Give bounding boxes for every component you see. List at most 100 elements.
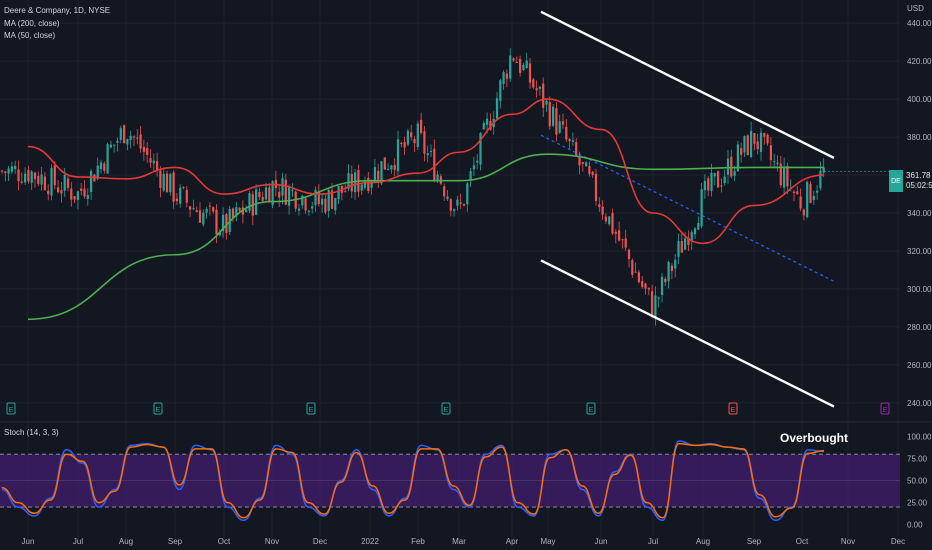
earnings-icon: E [156,407,161,414]
earnings-icon [441,402,451,415]
ma200-line [27,153,824,321]
candle-body [453,209,456,211]
candle-body [601,206,604,215]
candle-body [301,195,304,206]
candle-body [479,133,482,165]
time-tick-label: Aug [696,537,710,546]
time-tick-label: May [540,537,555,546]
candle-body [377,170,380,180]
candle-body [175,198,178,202]
candle-body [96,165,99,179]
candle-body [690,232,693,242]
stoch-legend[interactable]: Stoch (14, 3, 3) [4,428,59,437]
price-tick-label: 300.00 [907,285,932,294]
candle-body [24,173,27,183]
candle-body [169,173,172,193]
candle-body [231,208,235,219]
candle-body [73,196,76,200]
symbol-legend[interactable]: Deere & Company, 1D, NYSE [4,6,111,15]
candle-body [773,161,776,163]
candle-body [63,174,66,191]
candle-body [750,130,753,157]
candle-body [680,241,683,253]
candle-body [268,187,271,203]
candle-body [786,166,789,187]
candle-body [466,183,469,205]
candle-body [469,171,472,181]
candle-body [109,144,112,148]
ma50-legend[interactable]: MA (50, close) [4,31,56,40]
candle-body [373,167,376,183]
candle-body [654,295,657,318]
candle-body [195,210,198,213]
channel-lines [540,10,835,408]
candle-body [720,185,723,187]
candle-body [47,190,50,195]
candle-body [363,181,367,188]
price-tick-label: 400.00 [907,95,932,104]
time-tick-label: Feb [411,537,425,546]
earnings-icon [153,402,163,415]
candle-body [552,106,555,126]
candle-body [740,148,743,155]
candle-body [222,214,225,232]
candle-body [327,190,330,211]
candle-body [776,162,779,165]
candle-body [522,64,525,70]
earnings-icon: E [309,407,314,414]
candle-body [697,222,700,230]
candle-body [179,187,182,204]
candle-body [759,132,763,153]
candle-body [538,86,541,89]
candle-body [806,181,809,217]
candle-body [644,283,647,289]
candle-body [337,186,340,200]
ma200-legend[interactable]: MA (200, close) [4,19,60,28]
candle-body [278,191,281,198]
candle-body [76,191,79,201]
earnings-icon [880,402,890,415]
candle-body [614,231,617,234]
candle-body [139,134,142,149]
price-tick-label: 240.00 [907,399,932,408]
candle-body [472,165,475,170]
candle-body [383,157,386,170]
candle-body [304,198,307,211]
candle-body [515,62,518,64]
candle-body [816,190,819,193]
candle-body [763,133,766,137]
candle-body [291,189,294,191]
candle-body [413,139,416,144]
candle-body [555,108,558,135]
candle-body [218,232,221,236]
candle-body [70,188,73,200]
candle-body [710,172,713,192]
candle-body [406,130,409,145]
candle-body [20,181,23,183]
moving-averages [27,98,825,321]
price-tick-label: 440.00 [907,19,932,28]
candle-body [119,128,122,140]
candle-body [258,192,261,198]
time-tick-label: Dec [313,537,327,546]
candle-body [426,153,429,156]
candle-body [132,136,136,138]
candle-body [271,181,274,206]
candle-body [420,119,423,133]
candle-body [99,162,103,170]
candle-body [660,276,664,296]
earnings-icon [306,402,316,415]
candle-body [324,198,327,213]
candle-body [746,135,749,155]
candle-body [321,198,324,205]
candle-body [245,209,248,212]
candle-body [588,166,591,174]
candle-body [571,140,574,142]
time-tick-label: Nov [265,537,279,546]
earnings-icon: E [9,407,14,414]
candle-body [525,60,528,69]
candle-body [624,238,627,248]
candle-body [604,216,607,222]
